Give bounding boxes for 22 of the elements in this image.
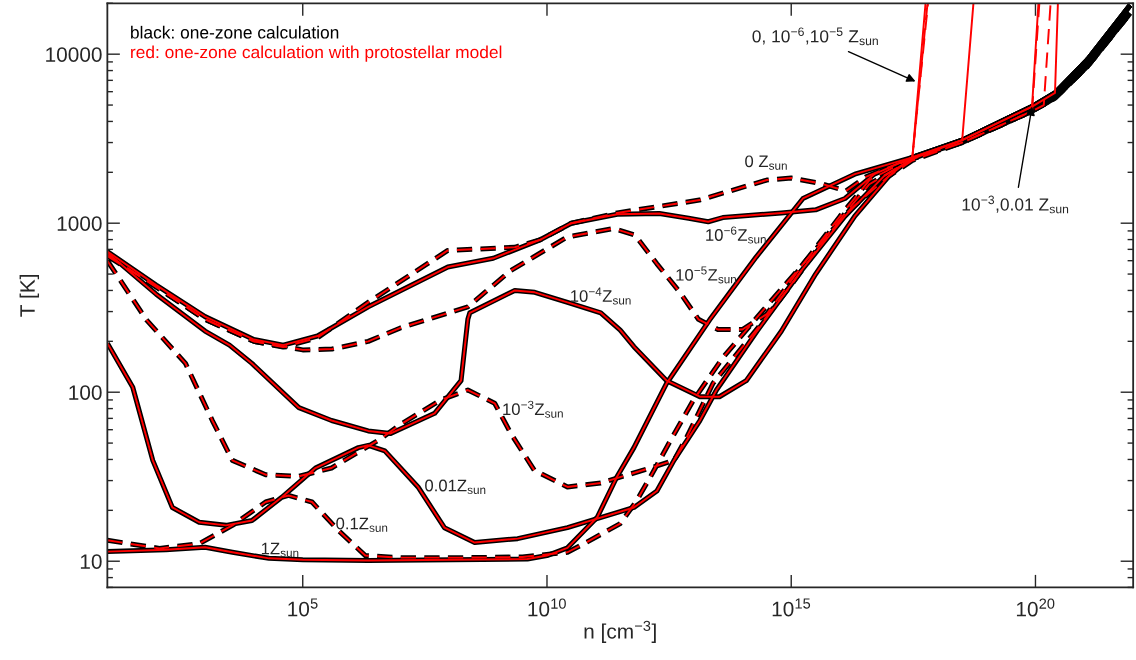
annotation: 10$^{−6}$Z$_{sun}$	[706, 226, 766, 244]
annotation: 10$^{−5}$Z$_{sun}$	[676, 266, 736, 284]
y-axis-title: T [K]	[19, 275, 40, 317]
annotation: 0.1Z$_{sun}$	[336, 517, 388, 532]
x-tick-label: 10$^{10}$	[528, 598, 566, 617]
x-tick-label: 10$^{20}$	[1016, 598, 1055, 617]
x-axis-title: n [cm$^{−3}$]	[584, 620, 656, 643]
y-tick-label: 1000	[57, 216, 102, 231]
annotation: 10$^{−4}$Z$_{sun}$	[571, 287, 631, 305]
annotation: 0.01Z$_{sun}$	[425, 479, 486, 494]
x-tick-label: 10$^{5}$	[288, 598, 318, 617]
annotation: 0, 10$^{−6}$,10$^{−5}$ Z$_{sun}$	[752, 27, 878, 46]
y-tick-label: 10	[80, 554, 102, 569]
annotation: 1Z$_{sun}$	[261, 542, 299, 558]
x-tick-label: 10$^{15}$	[772, 598, 811, 617]
text: black: one-zone calculation	[131, 25, 339, 39]
text: red: one-zone calculation with protostellar model	[131, 45, 502, 62]
y-tick-label: 10000	[46, 47, 102, 62]
annotation: 10$^{−3}$Z$_{sun}$	[503, 400, 563, 418]
annotation: 0 Z$_{sun}$	[745, 155, 787, 170]
y-tick-label: 100	[69, 385, 102, 400]
annotation: 10$^{−3}$,0.01 Z$_{sun}$	[962, 195, 1069, 214]
